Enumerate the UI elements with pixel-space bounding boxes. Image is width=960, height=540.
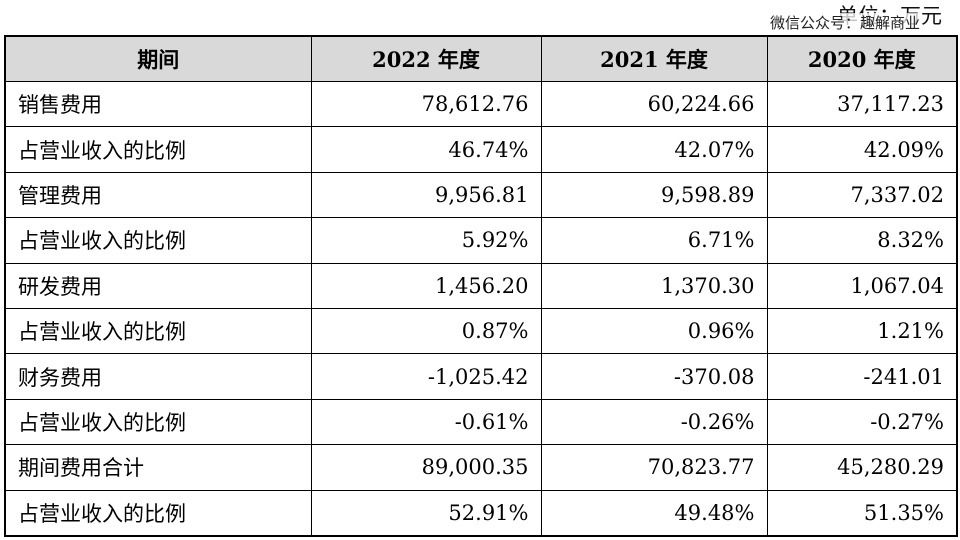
header-2020: 2020 年度 [766, 35, 958, 82]
cell-2021: 42.07% [540, 126, 768, 173]
header-period: 期间 [4, 35, 312, 82]
table-row: 占营业收入的比例 5.92% 6.71% 8.32% [4, 217, 958, 264]
cell-2022: 46.74% [310, 126, 542, 173]
row-label: 占营业收入的比例 [4, 489, 312, 537]
table-row: 销售费用 78,612.76 60,224.66 37,117.23 [4, 80, 958, 128]
table-row: 研发费用 1,456.20 1,370.30 1,067.04 [4, 262, 958, 309]
table-row: 管理费用 9,956.81 9,598.89 7,337.02 [4, 171, 958, 219]
row-label: 销售费用 [4, 80, 312, 128]
row-label: 占营业收入的比例 [4, 126, 312, 173]
cell-2020: 1,067.04 [766, 262, 958, 309]
cell-2020: 51.35% [766, 489, 958, 537]
cell-2021: 0.96% [540, 307, 768, 355]
cell-2020: 1.21% [766, 307, 958, 355]
cell-2020: -241.01 [766, 353, 958, 400]
cell-2020: 42.09% [766, 126, 958, 173]
watermark: 微信公众号：趣解商业 [768, 13, 923, 33]
row-label: 占营业收入的比例 [4, 398, 312, 446]
cell-2020: 45,280.29 [766, 444, 958, 491]
row-label: 期间费用合计 [4, 444, 312, 491]
row-label: 财务费用 [4, 353, 312, 400]
cell-2021: 9,598.89 [540, 171, 768, 219]
cell-2021: 1,370.30 [540, 262, 768, 309]
cell-2021: 70,823.77 [540, 444, 768, 491]
header-2021: 2021 年度 [540, 35, 768, 82]
cell-2020: 37,117.23 [766, 80, 958, 128]
table-row: 占营业收入的比例 -0.61% -0.26% -0.27% [4, 398, 958, 446]
cell-2021: -0.26% [540, 398, 768, 446]
cell-2022: 0.87% [310, 307, 542, 355]
cell-2022: 89,000.35 [310, 444, 542, 491]
table-row: 占营业收入的比例 46.74% 42.07% 42.09% [4, 126, 958, 173]
table-row: 期间费用合计 89,000.35 70,823.77 45,280.29 [4, 444, 958, 491]
cell-2021: 60,224.66 [540, 80, 768, 128]
table-row: 财务费用 -1,025.42 -370.08 -241.01 [4, 353, 958, 400]
cell-2020: 7,337.02 [766, 171, 958, 219]
table-row: 占营业收入的比例 52.91% 49.48% 51.35% [4, 489, 958, 537]
cell-2022: 78,612.76 [310, 80, 542, 128]
row-label: 管理费用 [4, 171, 312, 219]
cell-2021: -370.08 [540, 353, 768, 400]
expense-table: 期间 2022 年度 2021 年度 2020 年度 销售费用 78,612.7… [4, 35, 958, 537]
row-label: 占营业收入的比例 [4, 307, 312, 355]
cell-2022: -1,025.42 [310, 353, 542, 400]
table-header-row: 期间 2022 年度 2021 年度 2020 年度 [4, 35, 958, 82]
cell-2022: 1,456.20 [310, 262, 542, 309]
row-label: 占营业收入的比例 [4, 217, 312, 264]
header-2022: 2022 年度 [310, 35, 542, 82]
cell-2020: 8.32% [766, 217, 958, 264]
row-label: 研发费用 [4, 262, 312, 309]
cell-2022: 52.91% [310, 489, 542, 537]
cell-2021: 6.71% [540, 217, 768, 264]
cell-2021: 49.48% [540, 489, 768, 537]
cell-2022: 5.92% [310, 217, 542, 264]
table-row: 占营业收入的比例 0.87% 0.96% 1.21% [4, 307, 958, 355]
cell-2020: -0.27% [766, 398, 958, 446]
cell-2022: -0.61% [310, 398, 542, 446]
cell-2022: 9,956.81 [310, 171, 542, 219]
